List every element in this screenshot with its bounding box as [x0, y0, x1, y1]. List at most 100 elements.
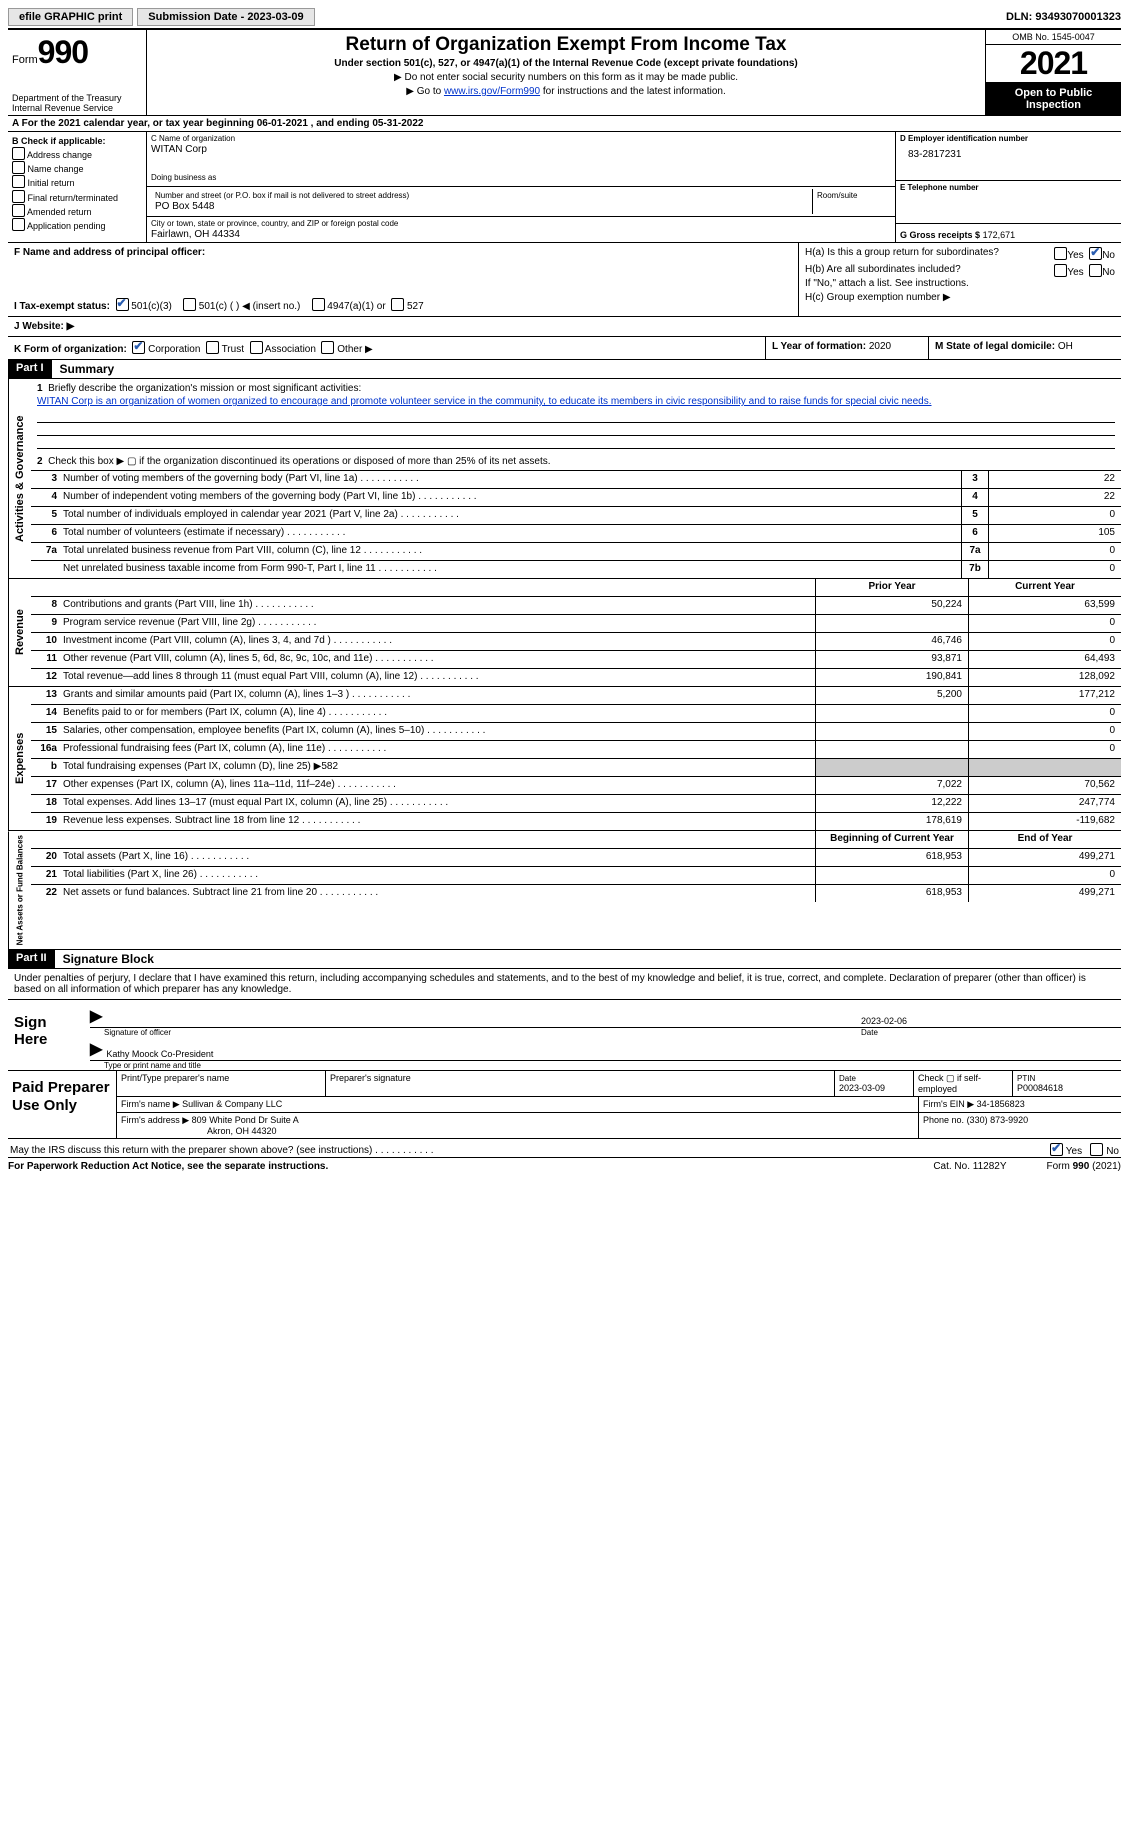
curr-val: -119,682 [968, 813, 1121, 830]
prior-val: 618,953 [815, 885, 968, 902]
colb-check[interactable] [12, 218, 25, 231]
form-title: Return of Organization Exempt From Incom… [153, 34, 979, 56]
part2-header: Part II Signature Block [8, 950, 1121, 969]
check-501c3[interactable] [116, 298, 129, 311]
ha-yes[interactable] [1054, 247, 1067, 260]
prior-val [815, 615, 968, 632]
addr-value: PO Box 5448 [155, 201, 808, 212]
curr-val: 499,271 [968, 849, 1121, 866]
block-b-to-g: B Check if applicable: Address change Na… [8, 132, 1121, 243]
room-label: Room/suite [817, 191, 887, 200]
sign-date-value: 2023-02-06 [861, 1016, 1121, 1026]
j-website: J Website: ▶ [8, 317, 1121, 337]
prior-val: 12,222 [815, 795, 968, 812]
omb-number: OMB No. 1545-0047 [986, 30, 1121, 45]
vert-revenue: Revenue [8, 579, 31, 686]
curr-val: 499,271 [968, 885, 1121, 902]
part1-header: Part I Summary [8, 360, 1121, 379]
type-print-label: Type or print name and title [104, 1061, 1121, 1070]
open-to-public: Open to Public Inspection [986, 83, 1121, 115]
form-subtitle: Under section 501(c), 527, or 4947(a)(1)… [153, 58, 979, 69]
ha-no[interactable] [1089, 247, 1102, 260]
form990-link[interactable]: www.irs.gov/Form990 [444, 86, 540, 97]
col-beginning-year: Beginning of Current Year [815, 831, 968, 848]
perjury-declaration: Under penalties of perjury, I declare th… [8, 969, 1121, 1000]
curr-val: 247,774 [968, 795, 1121, 812]
line1-label: Briefly describe the organization's miss… [48, 383, 361, 394]
check-assoc[interactable] [250, 341, 263, 354]
prior-val [815, 705, 968, 722]
dln: DLN: 93493070001323 [1006, 11, 1121, 23]
firm-addr2: Akron, OH 44320 [207, 1126, 277, 1136]
row-f-h: F Name and address of principal officer:… [8, 243, 1121, 317]
curr-val: 63,599 [968, 597, 1121, 614]
colb-check[interactable] [12, 161, 25, 174]
ha-group-return: H(a) Is this a group return for subordin… [805, 247, 1115, 258]
curr-val: 177,212 [968, 687, 1121, 704]
check-501c[interactable] [183, 298, 196, 311]
ag-val: 22 [988, 489, 1121, 506]
curr-val: 0 [968, 741, 1121, 758]
firm-addr1: 809 White Pond Dr Suite A [192, 1115, 299, 1125]
form-footer: Form 990 (2021) [1047, 1161, 1121, 1172]
check-527[interactable] [391, 298, 404, 311]
colb-check[interactable] [12, 147, 25, 160]
ag-val: 0 [988, 507, 1121, 524]
firm-name: Sullivan & Company LLC [182, 1099, 282, 1109]
hb-yes[interactable] [1054, 264, 1067, 277]
prior-val: 93,871 [815, 651, 968, 668]
check-corp[interactable] [132, 341, 145, 354]
city-label: City or town, state or province, country… [151, 219, 891, 228]
check-trust[interactable] [206, 341, 219, 354]
check-other[interactable] [321, 341, 334, 354]
preparer-name-label: Print/Type preparer's name [117, 1071, 326, 1096]
curr-val: 0 [968, 633, 1121, 650]
prior-val: 5,200 [815, 687, 968, 704]
tax-year: 2021 [986, 45, 1121, 83]
prior-val: 7,022 [815, 777, 968, 794]
hb-subordinates: H(b) Are all subordinates included? Yes … [805, 264, 1115, 275]
efile-print-button[interactable]: efile GRAPHIC print [8, 8, 133, 26]
line2-checkbox-text: Check this box ▶ ▢ if the organization d… [48, 456, 550, 467]
ag-val: 0 [988, 561, 1121, 578]
form-header: Form990 Department of the Treasury Inter… [8, 30, 1121, 116]
col-current-year: Current Year [968, 579, 1121, 596]
sign-here-section: Sign Here ▶ 2023-02-06 Signature of offi… [8, 1000, 1121, 1071]
dept-treasury: Department of the Treasury [12, 93, 142, 103]
ein-label: D Employer identification number [900, 134, 1117, 143]
irs-label: Internal Revenue Service [12, 103, 142, 113]
curr-val: 70,562 [968, 777, 1121, 794]
dba-label: Doing business as [151, 173, 891, 182]
gross-receipts-label: G Gross receipts $ [900, 230, 980, 240]
check-4947[interactable] [312, 298, 325, 311]
colb-check[interactable] [12, 175, 25, 188]
cat-no: Cat. No. 11282Y [893, 1161, 1046, 1172]
firm-phone: (330) 873-9920 [967, 1115, 1029, 1125]
self-employed-check: Check ▢ if self-employed [914, 1071, 1013, 1096]
row-klm: K Form of organization: Corporation Trus… [8, 337, 1121, 360]
addr-label: Number and street (or P.O. box if mail i… [155, 191, 808, 200]
discuss-yes[interactable] [1050, 1143, 1063, 1156]
top-bar: efile GRAPHIC print Submission Date - 20… [8, 8, 1121, 30]
colb-check[interactable] [12, 204, 25, 217]
preparer-sig-label: Preparer's signature [326, 1071, 835, 1096]
vert-activities-governance: Activities & Governance [8, 379, 31, 578]
curr-val [968, 759, 1121, 776]
ag-val: 0 [988, 543, 1121, 560]
curr-val: 0 [968, 723, 1121, 740]
org-name: WITAN Corp [151, 144, 891, 155]
gross-receipts-value: 172,671 [983, 230, 1016, 240]
goto-note: ▶ Go to www.irs.gov/Form990 for instruct… [153, 86, 979, 97]
prior-val [815, 867, 968, 884]
prior-val [815, 723, 968, 740]
curr-val: 0 [968, 705, 1121, 722]
prior-val: 190,841 [815, 669, 968, 686]
sig-officer-label: Signature of officer [104, 1028, 861, 1037]
discuss-no[interactable] [1090, 1143, 1103, 1156]
ptin: P00084618 [1017, 1083, 1063, 1093]
colb-check[interactable] [12, 190, 25, 203]
hb-no[interactable] [1089, 264, 1102, 277]
curr-val: 0 [968, 615, 1121, 632]
prior-val: 50,224 [815, 597, 968, 614]
year-formation: 2020 [869, 341, 891, 352]
